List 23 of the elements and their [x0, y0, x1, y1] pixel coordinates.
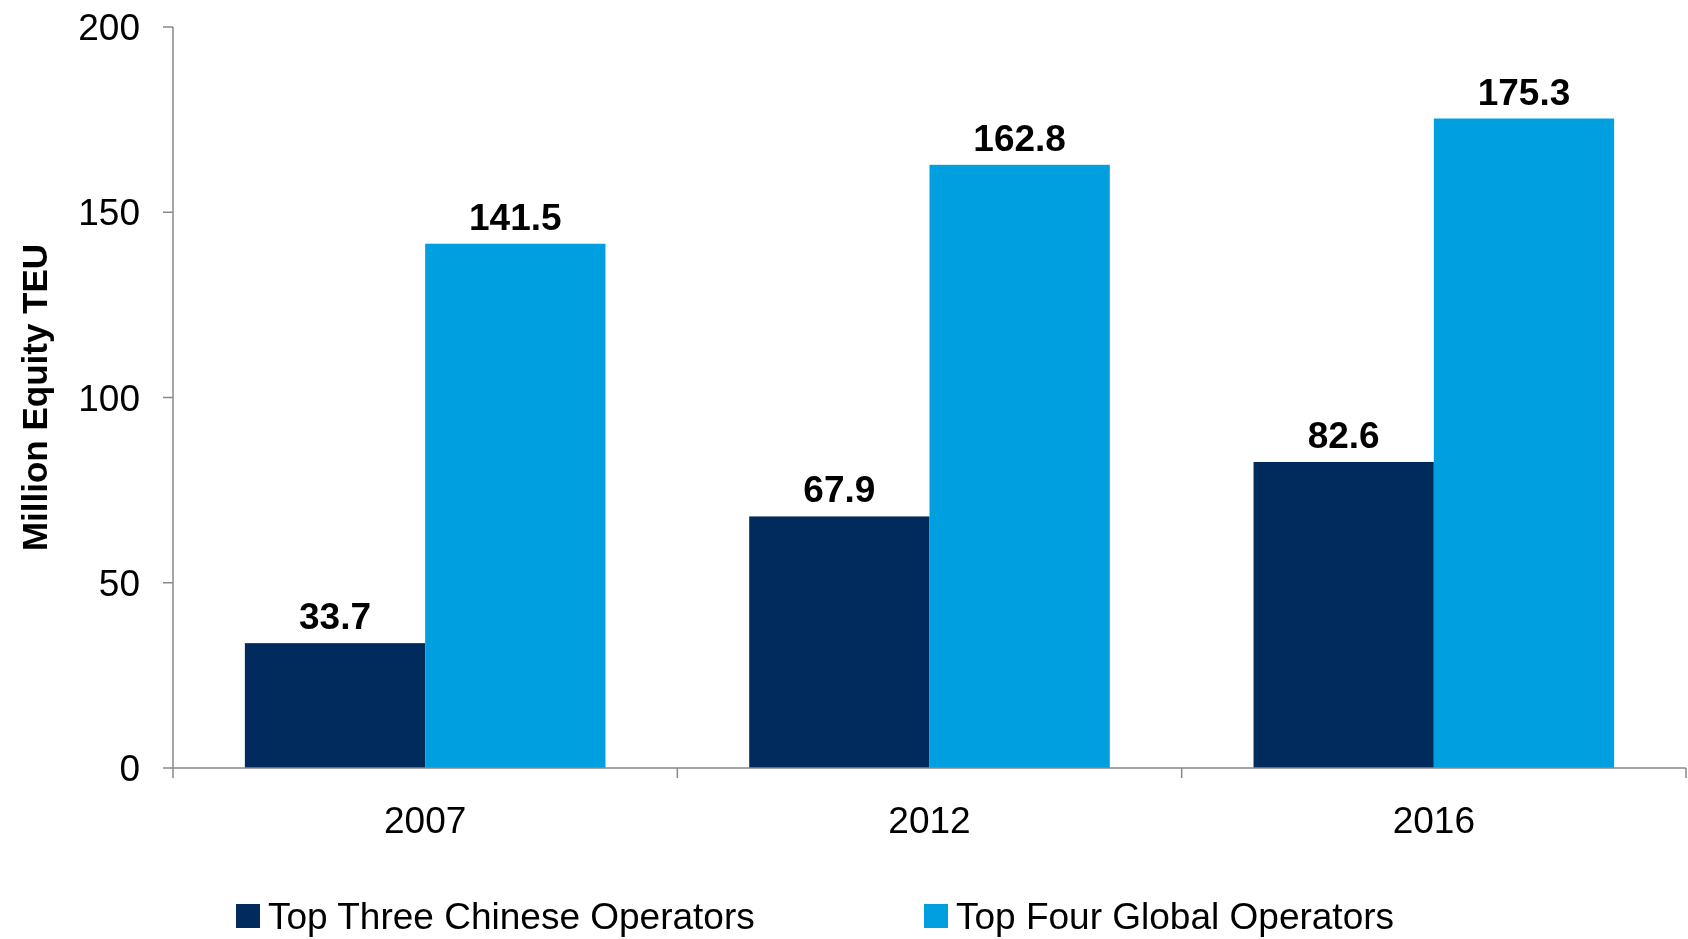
y-tick-label: 150: [78, 192, 140, 234]
bar: [244, 643, 426, 768]
y-tick-label: 200: [78, 7, 140, 48]
bar: [1433, 118, 1615, 768]
data-label: 175.3: [1477, 71, 1571, 113]
bar: [1253, 461, 1434, 768]
data-label: 141.5: [469, 196, 562, 238]
y-axis-title: Million Equity TEU: [15, 243, 54, 552]
y-tick-label: 0: [119, 748, 140, 789]
bar: [425, 243, 606, 768]
data-label: 67.9: [803, 469, 876, 511]
legend-label: Top Three Chinese Operators: [268, 896, 755, 937]
data-label: 162.8: [973, 117, 1066, 159]
legend-label: Top Four Global Operators: [956, 896, 1395, 937]
data-label: 33.7: [299, 596, 372, 638]
bar: [929, 164, 1110, 768]
x-tick-label: 2007: [384, 800, 467, 841]
x-tick-label: 2016: [1392, 800, 1475, 841]
x-tick-label: 2012: [888, 800, 971, 841]
y-tick-label: 50: [98, 562, 140, 604]
data-label: 82.6: [1307, 414, 1380, 456]
bar: [749, 516, 930, 768]
y-tick-label: 100: [78, 377, 140, 419]
